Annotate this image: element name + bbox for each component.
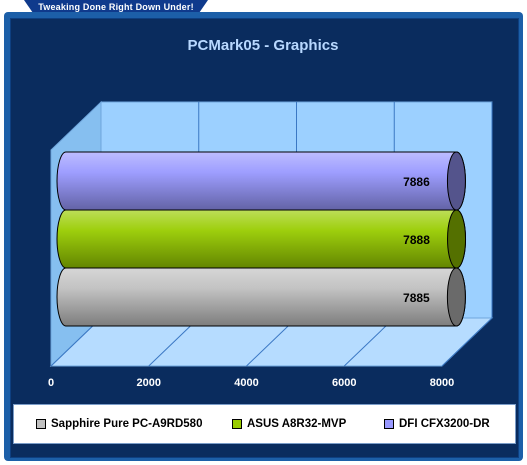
- x-tick-label-1: 2000: [137, 377, 161, 389]
- chart-legend: Sapphire Pure PC-A9RD580 ASUS A8R32-MVP …: [13, 404, 516, 444]
- bar-1: 7888: [56, 209, 467, 269]
- bar-cap-0: [446, 267, 466, 327]
- chart-title: PCMark05 - Graphics: [188, 37, 339, 54]
- legend-item-1: ASUS A8R32-MVP: [232, 417, 346, 431]
- bar-cap-2: [446, 151, 466, 211]
- legend-swatch-0: [36, 419, 46, 429]
- bar-0: 7885: [56, 267, 466, 327]
- data-label-0: 7885: [403, 291, 430, 305]
- gridline-floor-4: [441, 317, 493, 367]
- legend-item-0: Sapphire Pure PC-A9RD580: [36, 417, 202, 431]
- legend-label-0: Sapphire Pure PC-A9RD580: [51, 418, 203, 430]
- legend-label-2: DFI CFX3200-DR: [399, 418, 490, 430]
- legend-swatch-2: [384, 419, 394, 429]
- data-label-1: 7888: [403, 233, 430, 247]
- legend-item-2: DFI CFX3200-DR: [384, 417, 490, 431]
- legend-swatch-1: [232, 419, 242, 429]
- legend-label-1: ASUS A8R32-MVP: [247, 418, 347, 430]
- x-tick-label-0: 0: [48, 377, 54, 389]
- bar-2: 7886: [56, 151, 466, 211]
- bar-cap-1: [447, 209, 467, 269]
- x-tick-label-4: 8000: [430, 377, 454, 389]
- data-label-2: 7886: [403, 175, 430, 189]
- x-tick-label-3: 6000: [332, 377, 356, 389]
- x-tick-label-2: 4000: [234, 377, 258, 389]
